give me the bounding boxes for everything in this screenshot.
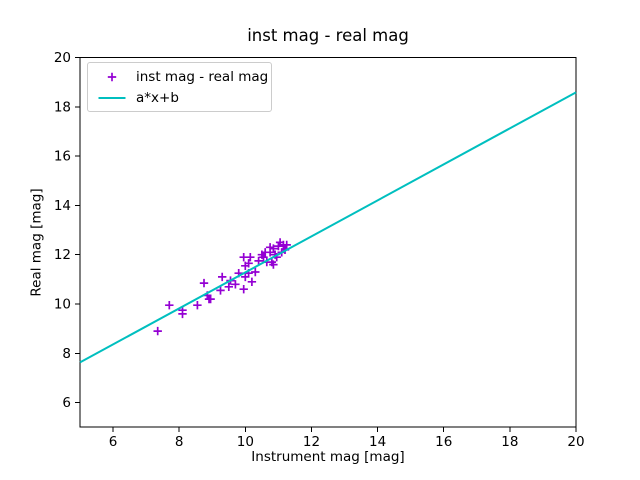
y-tick-label: 20 xyxy=(54,50,71,66)
y-tick-label: 18 xyxy=(54,99,71,115)
axes-frame xyxy=(79,57,577,428)
x-tick-label: 20 xyxy=(567,434,584,450)
legend-item-line: a*x+b xyxy=(97,87,263,108)
x-tick-label: 18 xyxy=(501,434,518,450)
x-tick-label: 14 xyxy=(369,434,386,450)
fit-line xyxy=(79,91,577,364)
x-tick-label: 10 xyxy=(237,434,254,450)
y-tick-label: 10 xyxy=(54,297,71,313)
legend-label-scatter: inst mag - real mag xyxy=(136,68,269,85)
plus-marker-icon xyxy=(107,72,117,81)
y-tick-label: 6 xyxy=(62,395,71,411)
y-tick-label: 8 xyxy=(62,346,71,362)
x-tick-label: 12 xyxy=(303,434,320,450)
x-tick-label: 6 xyxy=(109,434,118,450)
line-swatch-icon xyxy=(98,96,126,99)
y-tick-label: 14 xyxy=(54,198,71,214)
scatter-points xyxy=(153,238,291,336)
legend-label-line: a*x+b xyxy=(136,89,179,106)
chart-title: inst mag - real mag xyxy=(247,26,409,45)
x-tick-label: 16 xyxy=(435,434,452,450)
y-axis-label: Real mag [mag] xyxy=(28,188,45,297)
x-axis-label: Instrument mag [mag] xyxy=(251,449,405,465)
legend-item-scatter: inst mag - real mag xyxy=(97,66,268,87)
x-tick-label: 8 xyxy=(175,434,184,450)
legend: inst mag - real mag a*x+b xyxy=(87,62,272,112)
y-tick-label: 12 xyxy=(54,247,71,263)
y-tick-label: 16 xyxy=(54,149,71,165)
